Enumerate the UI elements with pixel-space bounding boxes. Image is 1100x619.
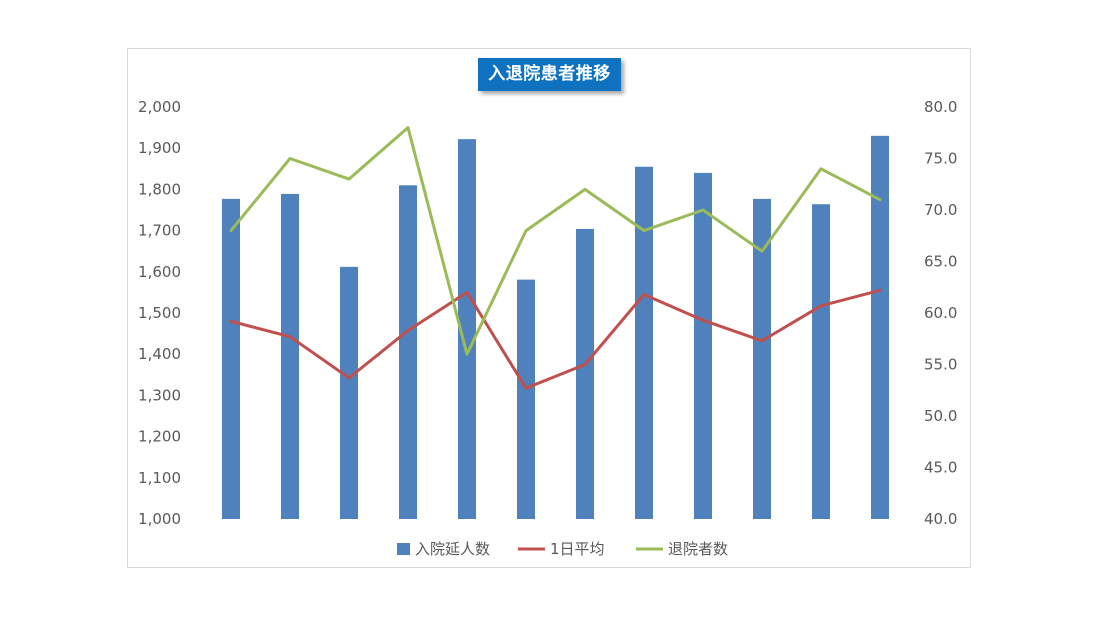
bar-11	[812, 204, 830, 519]
bar-10	[753, 198, 771, 519]
right-axis-ticks: 40.0 45.0 50.0 55.0 60.0 65.0 70.0 75.0 80.0	[924, 98, 957, 528]
legend-label: 入院延人数	[415, 540, 490, 558]
left-tick-label: 1,000	[138, 510, 181, 528]
bar-7	[576, 228, 594, 519]
bar-12	[871, 135, 889, 519]
legend-swatch-bar	[397, 543, 410, 555]
right-tick-label: 45.0	[924, 459, 957, 477]
right-tick-label: 70.0	[924, 201, 957, 219]
bar-5	[458, 139, 476, 520]
left-tick-label: 1,800	[138, 180, 181, 198]
right-tick-label: 80.0	[924, 98, 957, 116]
left-tick-label: 1,300	[138, 386, 181, 404]
legend-label: 1日平均	[550, 540, 605, 558]
bar-3	[340, 266, 358, 519]
left-axis-ticks: 1,000 1,100 1,200 1,300 1,400 1,500 1,600 1,700…	[138, 98, 181, 528]
bar-series	[222, 135, 889, 520]
left-tick-label: 1,100	[138, 469, 181, 487]
right-tick-label: 60.0	[924, 304, 957, 322]
bar-9	[694, 172, 712, 520]
right-tick-label: 40.0	[924, 510, 957, 528]
bar-8	[635, 166, 653, 520]
series-line-discharges	[229, 126, 882, 356]
left-tick-label: 1,200	[138, 428, 181, 446]
right-tick-label: 65.0	[924, 253, 957, 271]
right-tick-label: 50.0	[924, 407, 957, 425]
bar-4	[399, 185, 417, 519]
bar-6	[517, 279, 535, 519]
bar-2	[281, 193, 299, 519]
series-line-daily-average	[229, 288, 882, 390]
left-tick-label: 2,000	[138, 98, 181, 116]
right-tick-label: 75.0	[924, 150, 957, 168]
line-series	[229, 126, 882, 390]
chart-title: 入退院患者推移	[478, 58, 621, 91]
chart-area	[127, 48, 971, 568]
left-tick-label: 1,400	[138, 345, 181, 363]
left-tick-label: 1,600	[138, 263, 181, 281]
left-tick-label: 1,900	[138, 139, 181, 157]
left-tick-label: 1,700	[138, 222, 181, 240]
right-tick-label: 55.0	[924, 356, 957, 374]
left-tick-label: 1,500	[138, 304, 181, 322]
bar-1	[222, 198, 240, 519]
legend-label: 退院者数	[668, 540, 728, 558]
legend: 入院延人数 1日平均 退院者数	[397, 540, 728, 558]
